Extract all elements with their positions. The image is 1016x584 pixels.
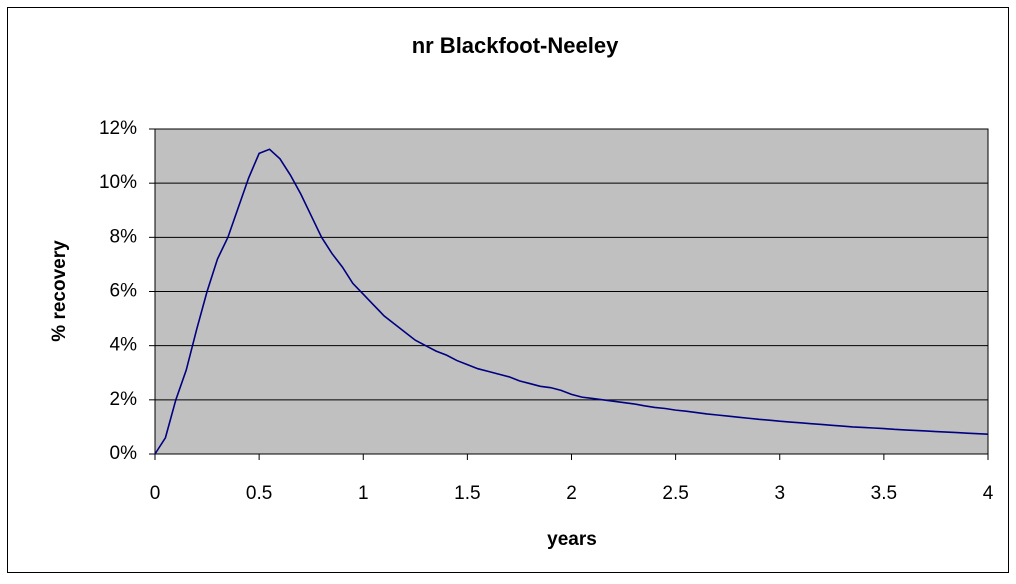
y-tick-label: 8% — [110, 226, 138, 247]
x-tick-label: 0.5 — [246, 483, 272, 504]
y-tick-label: 2% — [110, 389, 138, 410]
x-tick-label: 3 — [774, 483, 785, 504]
x-tick-label: 4 — [983, 483, 994, 504]
x-tick-label: 0 — [150, 483, 161, 504]
x-tick-label: 2.5 — [662, 483, 688, 504]
x-axis-title: years — [547, 529, 597, 550]
x-tick-label: 1.5 — [454, 483, 480, 504]
x-tick-label: 3.5 — [871, 483, 897, 504]
x-tick-label: 1 — [358, 483, 369, 504]
data-line — [154, 148, 989, 455]
y-tick-label: 0% — [110, 443, 138, 464]
y-tick-label: 10% — [99, 172, 137, 193]
y-tick-label: 6% — [110, 281, 138, 302]
y-tick-label: 4% — [110, 335, 138, 356]
x-tick-label: 2 — [566, 483, 577, 504]
chart-title: nr Blackfoot-Neeley — [412, 33, 619, 58]
y-tick-label: 12% — [99, 118, 137, 139]
y-axis-title: % recovery — [49, 240, 70, 342]
